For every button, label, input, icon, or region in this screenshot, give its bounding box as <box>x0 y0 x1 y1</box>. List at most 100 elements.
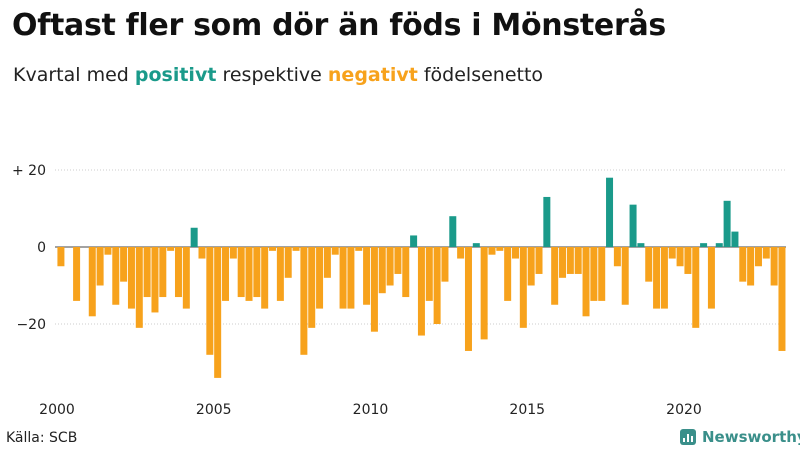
bar <box>426 247 433 301</box>
bar <box>724 201 731 247</box>
bar <box>708 247 715 309</box>
bar <box>771 247 778 286</box>
bar <box>128 247 135 309</box>
bar <box>520 247 527 328</box>
bar <box>606 178 613 247</box>
y-tick-label: −20 <box>16 317 46 333</box>
bar <box>755 247 762 266</box>
bar <box>700 243 707 247</box>
bar <box>144 247 151 297</box>
bar <box>677 247 684 266</box>
bar <box>598 247 605 301</box>
bar <box>763 247 770 259</box>
bar <box>559 247 566 278</box>
bar <box>496 247 503 251</box>
bar <box>418 247 425 336</box>
bar <box>645 247 652 282</box>
bar <box>488 247 495 255</box>
bar <box>316 247 323 309</box>
bar <box>214 247 221 378</box>
bar <box>136 247 143 328</box>
bar <box>324 247 331 278</box>
bar <box>308 247 315 328</box>
bar-chart-icon <box>680 429 696 445</box>
bar <box>684 247 691 274</box>
bar <box>89 247 96 316</box>
bar <box>104 247 111 255</box>
bar <box>481 247 488 339</box>
bar <box>661 247 668 309</box>
bar <box>441 247 448 282</box>
bar <box>277 247 284 301</box>
bar <box>465 247 472 351</box>
x-tick-label: 2000 <box>39 402 75 418</box>
bar <box>159 247 166 297</box>
bar <box>379 247 386 293</box>
bar <box>183 247 190 309</box>
bar <box>575 247 582 274</box>
bar <box>355 247 362 251</box>
brand-name: Newsworthy <box>702 428 800 446</box>
bar <box>261 247 268 309</box>
bar <box>363 247 370 305</box>
bar <box>669 247 676 259</box>
bar <box>583 247 590 316</box>
bar <box>238 247 245 297</box>
bar <box>57 247 64 266</box>
bar <box>731 232 738 247</box>
bar <box>402 247 409 297</box>
bar <box>340 247 347 309</box>
bar <box>630 205 637 247</box>
bar <box>457 247 464 259</box>
y-tick-label: 0 <box>37 240 46 256</box>
bar <box>206 247 213 355</box>
bar <box>293 247 300 251</box>
bar <box>175 247 182 297</box>
bar <box>112 247 119 305</box>
bar <box>778 247 785 351</box>
bar <box>371 247 378 332</box>
bar <box>410 235 417 247</box>
bar <box>504 247 511 301</box>
bar <box>394 247 401 274</box>
x-tick-label: 2010 <box>353 402 389 418</box>
bar <box>269 247 276 251</box>
bar <box>73 247 80 301</box>
bar <box>230 247 237 259</box>
bar <box>332 247 339 255</box>
bar <box>151 247 158 312</box>
brand-logo: Newsworthy <box>680 428 800 446</box>
bar <box>198 247 205 259</box>
bar <box>528 247 535 286</box>
bar <box>191 228 198 247</box>
x-tick-label: 2005 <box>196 402 232 418</box>
bar <box>300 247 307 355</box>
bar <box>653 247 660 309</box>
bar <box>637 243 644 247</box>
bar <box>622 247 629 305</box>
bar <box>167 247 174 251</box>
bar <box>716 243 723 247</box>
y-tick-label: + 20 <box>12 163 46 179</box>
bar <box>434 247 441 324</box>
bar <box>473 243 480 247</box>
x-tick-label: 2015 <box>509 402 545 418</box>
bar <box>449 216 456 247</box>
bar <box>285 247 292 278</box>
bar <box>387 247 394 286</box>
x-tick-label: 2020 <box>666 402 702 418</box>
bar <box>120 247 127 282</box>
bar <box>512 247 519 259</box>
bar <box>739 247 746 282</box>
bar <box>347 247 354 309</box>
bar-chart: + 20 0 −20 2000 2005 2010 2015 2020 <box>0 0 800 450</box>
bar <box>614 247 621 266</box>
bar <box>222 247 229 301</box>
bar <box>692 247 699 328</box>
source-label: Källa: SCB <box>6 430 77 446</box>
bar <box>567 247 574 274</box>
bar <box>253 247 260 297</box>
bar <box>246 247 253 301</box>
bar <box>747 247 754 286</box>
bar <box>536 247 543 274</box>
